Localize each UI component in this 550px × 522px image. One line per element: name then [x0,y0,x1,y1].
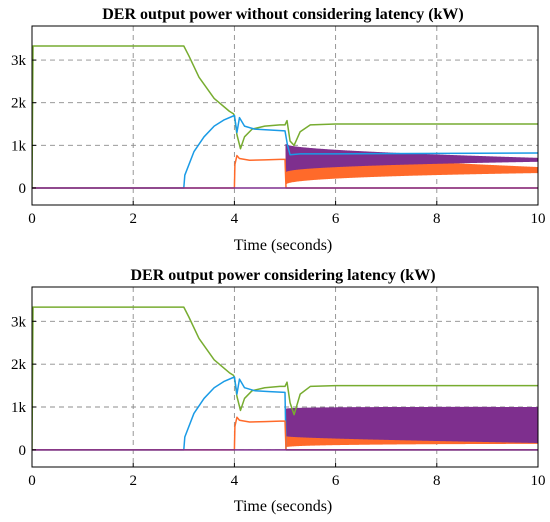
series-line-green [32,306,538,450]
series-line-green [32,45,538,188]
x-tick-label: 0 [28,211,36,227]
y-tick-label: 0 [19,181,27,197]
oscillation-purple [285,406,538,443]
series-line-orange [32,154,538,189]
axes-frame [31,286,539,468]
chart-top: DER output power without considering lat… [11,6,546,254]
x-tick-label: 10 [531,211,546,227]
y-tick-label: 3k [11,53,27,69]
y-tick-label: 2k [11,96,27,112]
y-tick-label: 1k [11,400,27,416]
chart-title: DER output power considering latency (kW… [130,267,435,284]
x-tick-label: 6 [332,473,340,489]
plot-content [32,306,538,451]
chart-title: DER output power without considering lat… [102,6,464,23]
x-axis-label: Time (seconds) [234,498,333,515]
plot-content [32,45,538,189]
chart-bottom: DER output power considering latency (kW… [11,267,546,515]
y-tick-label: 3k [11,314,27,330]
series-line-blue [32,376,538,451]
y-tick-label: 1k [11,138,27,154]
series-line-orange [32,416,538,451]
x-tick-label: 2 [129,473,137,489]
x-tick-label: 8 [433,473,441,489]
x-tick-label: 6 [332,211,340,227]
x-tick-label: 4 [231,211,239,227]
x-tick-label: 0 [28,473,36,489]
x-axis-label: Time (seconds) [234,237,333,254]
axes-frame [31,25,539,206]
x-tick-label: 4 [231,473,239,489]
y-tick-label: 2k [11,357,27,373]
y-tick-label: 0 [19,443,27,459]
x-tick-label: 8 [433,211,441,227]
series-line-blue [32,114,538,189]
x-tick-label: 10 [531,473,546,489]
x-tick-label: 2 [129,211,137,227]
